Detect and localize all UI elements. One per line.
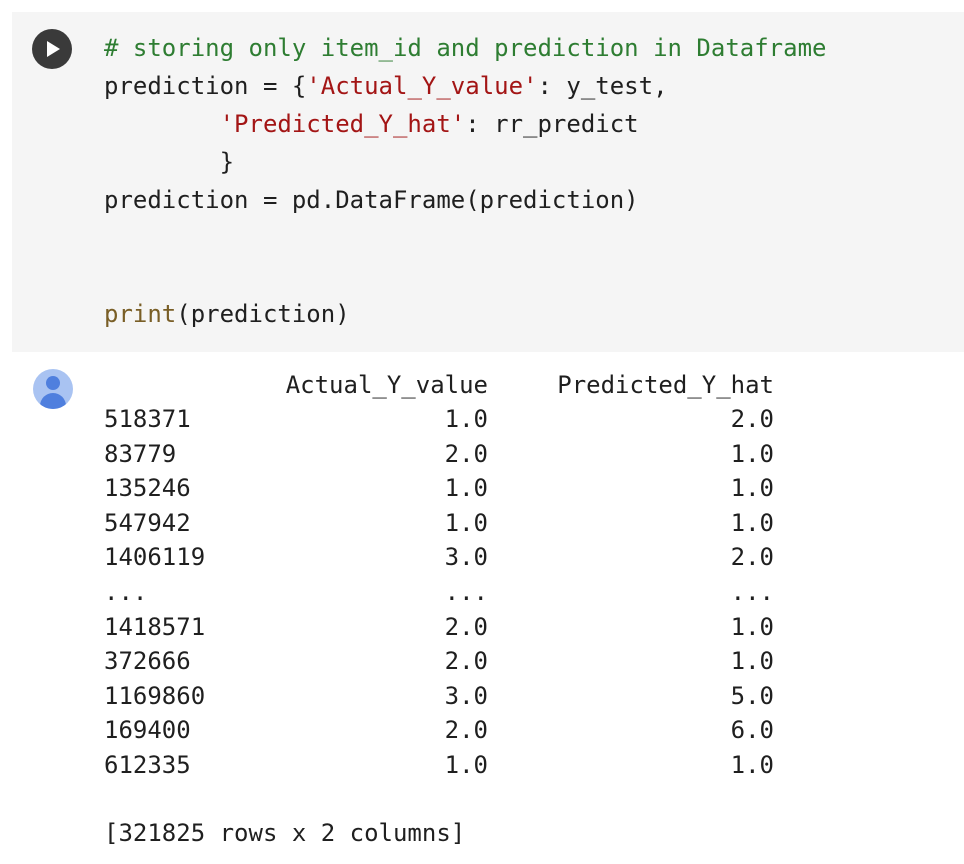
predicted-value-cell: 1.0 [730,647,774,675]
code-token-builtin: print [104,300,177,328]
row-index: 135246 [104,474,191,502]
avatar-body [40,393,66,409]
actual-value-cell: 3.0 [444,543,488,571]
row-index: 1418571 [104,613,206,641]
code-line: prediction = {'Actual_Y_value': y_test, [104,67,668,105]
header-actual-y-value: Actual_Y_value [285,371,488,399]
predicted-value-cell: 5.0 [730,682,774,710]
code-line: # storing only item_id and prediction in… [104,29,826,67]
row-index: 612335 [104,751,191,779]
row-index: 1169860 [104,682,206,710]
actual-value-cell: ... [444,578,488,606]
code-token-string: 'Actual_Y_value' [306,72,538,100]
actual-value-cell: 1.0 [444,751,488,779]
predicted-value-cell: 1.0 [730,474,774,502]
actual-value-cell: 2.0 [444,647,488,675]
row-index: ... [104,578,148,606]
code-token-plain: prediction = pd.DataFrame(prediction) [104,186,639,214]
row-index: 169400 [104,716,191,744]
actual-value-cell: 2.0 [444,613,488,641]
predicted-value-cell: 2.0 [730,543,774,571]
output-summary: [321825 rows x 2 columns] [104,819,466,847]
code-token-plain: : rr_predict [465,110,639,138]
actual-value-cell: 1.0 [444,474,488,502]
code-line: print(prediction) [104,295,350,333]
code-line: prediction = pd.DataFrame(prediction) [104,181,639,219]
predicted-value-cell: 1.0 [730,440,774,468]
code-token-plain [104,110,220,138]
row-index: 372666 [104,647,191,675]
predicted-value-cell: 1.0 [730,509,774,537]
run-cell-button[interactable] [32,29,72,69]
predicted-value-cell: 2.0 [730,405,774,433]
code-line: 'Predicted_Y_hat': rr_predict [104,105,639,143]
code-token-plain: prediction = { [104,72,307,100]
code-token-plain: (prediction) [176,300,350,328]
play-icon [47,41,60,57]
header-predicted-y-hat: Predicted_Y_hat [557,371,774,399]
predicted-value-cell: 1.0 [730,751,774,779]
actual-value-cell: 2.0 [444,716,488,744]
code-cell[interactable] [12,12,964,352]
code-token-plain: : y_test, [537,72,668,100]
user-avatar-icon [46,376,60,390]
actual-value-cell: 3.0 [444,682,488,710]
actual-value-cell: 1.0 [444,405,488,433]
code-token-string: 'Predicted_Y_hat' [219,110,466,138]
code-token-plain: } [104,148,235,176]
predicted-value-cell: ... [730,578,774,606]
row-index: 83779 [104,440,177,468]
actual-value-cell: 1.0 [444,509,488,537]
row-index: 547942 [104,509,191,537]
row-index: 1406119 [104,543,206,571]
predicted-value-cell: 6.0 [730,716,774,744]
predicted-value-cell: 1.0 [730,613,774,641]
code-token-comment: # storing only item_id and prediction in… [104,34,827,62]
output-avatar [33,369,73,409]
row-index: 518371 [104,405,191,433]
code-line: } [104,143,234,181]
actual-value-cell: 2.0 [444,440,488,468]
